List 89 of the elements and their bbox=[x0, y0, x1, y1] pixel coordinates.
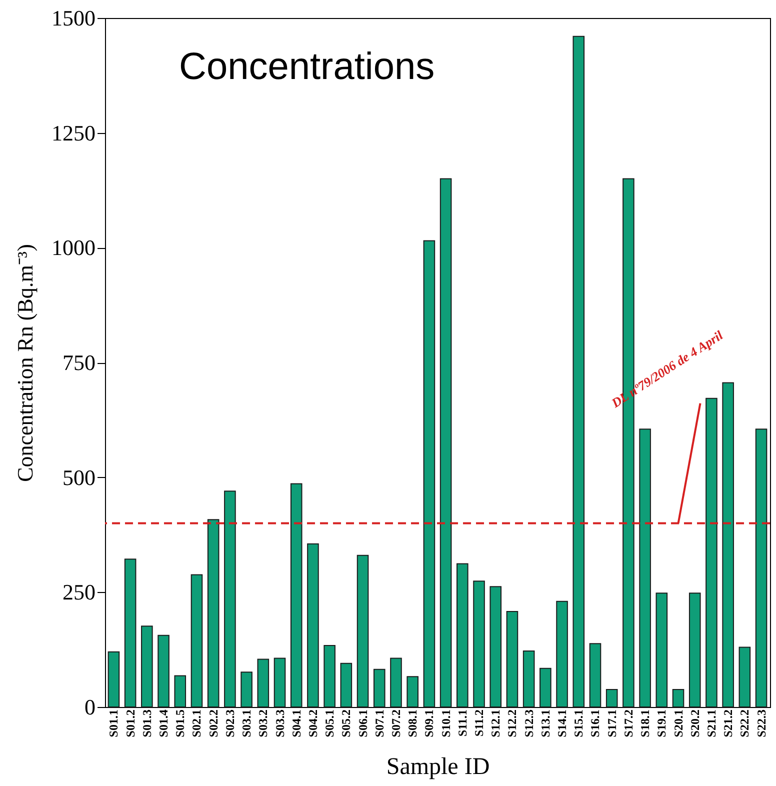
x-tick-label: S20.2 bbox=[688, 710, 702, 738]
y-tick-label: 250 bbox=[62, 580, 96, 605]
bar bbox=[307, 543, 319, 708]
bar bbox=[722, 382, 734, 708]
bar bbox=[406, 676, 418, 708]
bar bbox=[473, 580, 485, 708]
x-tick-label: S01.2 bbox=[123, 710, 138, 738]
x-tick-label: S01.4 bbox=[156, 710, 171, 738]
bar bbox=[440, 178, 452, 708]
bar bbox=[540, 668, 552, 708]
x-tick-label: S14.1 bbox=[555, 710, 570, 738]
y-tick-label: 0 bbox=[84, 694, 96, 720]
y-axis-title: Concentration Rn (Bq.m⁻³) bbox=[12, 244, 38, 482]
bar bbox=[572, 36, 585, 708]
x-tick-label: S01.1 bbox=[106, 710, 121, 738]
x-tick-label: S13.1 bbox=[538, 710, 552, 738]
bar bbox=[423, 240, 436, 708]
x-tick-label: S11.1 bbox=[455, 710, 470, 737]
bar bbox=[190, 574, 203, 708]
bar bbox=[290, 483, 302, 708]
bar bbox=[124, 558, 136, 708]
y-tick-label: 1250 bbox=[52, 120, 96, 146]
bar bbox=[340, 662, 352, 708]
x-tick-label: S03.2 bbox=[256, 710, 270, 738]
x-tick-label: S19.1 bbox=[654, 710, 669, 738]
x-tick-label: S10.1 bbox=[438, 710, 453, 738]
x-tick-label: S04.1 bbox=[289, 710, 304, 738]
bar bbox=[639, 428, 651, 708]
x-tick-label: S22.3 bbox=[754, 710, 768, 738]
x-tick-label: S12.1 bbox=[488, 710, 503, 738]
x-tick-label: S01.3 bbox=[140, 710, 154, 738]
x-axis-title: Sample ID bbox=[386, 754, 490, 780]
x-tick-label: S11.2 bbox=[472, 710, 486, 737]
bar bbox=[224, 490, 236, 708]
x-tick-label: S12.2 bbox=[505, 710, 520, 738]
x-tick-label: S05.2 bbox=[339, 710, 354, 738]
x-tick-label: S02.1 bbox=[190, 710, 204, 738]
x-tick-label: S02.3 bbox=[222, 710, 237, 738]
bar bbox=[141, 626, 153, 708]
bar bbox=[506, 610, 518, 708]
x-tick-label: S20.1 bbox=[671, 710, 686, 738]
bar bbox=[174, 675, 186, 708]
x-tick-label: S01.5 bbox=[173, 710, 188, 738]
x-tick-label: S21.1 bbox=[704, 710, 718, 738]
bar bbox=[257, 658, 270, 708]
bar bbox=[606, 689, 618, 708]
x-tick-label: S08.1 bbox=[406, 710, 420, 738]
bar bbox=[522, 650, 535, 708]
bar bbox=[373, 668, 386, 708]
x-tick-label: S22.2 bbox=[738, 710, 752, 738]
x-tick-label: S17.2 bbox=[621, 710, 636, 738]
y-tick-label: 1000 bbox=[52, 235, 96, 260]
x-tick-label: S18.1 bbox=[638, 710, 652, 738]
x-tick-label: S07.2 bbox=[388, 710, 403, 738]
bar bbox=[738, 646, 751, 708]
bar bbox=[456, 563, 468, 708]
x-tick-label: S09.1 bbox=[422, 710, 436, 738]
bar bbox=[274, 658, 286, 708]
text: Concentrations bbox=[179, 46, 435, 88]
bar bbox=[755, 428, 768, 708]
y-tick-label: 500 bbox=[62, 464, 96, 490]
x-tick-label: S05.1 bbox=[322, 710, 337, 738]
x-tick-label: S12.3 bbox=[522, 710, 536, 738]
x-tick-label: S06.1 bbox=[356, 710, 370, 738]
x-tick-label: S04.2 bbox=[306, 710, 320, 738]
bar bbox=[356, 554, 369, 708]
bar bbox=[672, 689, 684, 708]
bar bbox=[240, 672, 252, 708]
x-tick-label: S07.1 bbox=[372, 710, 386, 738]
bar bbox=[656, 592, 668, 708]
bar bbox=[556, 600, 568, 708]
y-tick-label: 1500 bbox=[52, 6, 96, 30]
x-tick-label: S03.1 bbox=[240, 710, 254, 738]
bar bbox=[158, 634, 170, 708]
bar bbox=[688, 592, 701, 708]
x-tick-label: S17.1 bbox=[604, 710, 619, 738]
x-tick-label: S21.2 bbox=[721, 710, 736, 738]
bar bbox=[490, 586, 502, 708]
x-tick-label: S02.2 bbox=[206, 710, 220, 738]
y-tick-label: 750 bbox=[62, 350, 96, 375]
bar bbox=[706, 398, 718, 708]
x-tick-label: S03.3 bbox=[272, 710, 287, 738]
bar bbox=[324, 644, 336, 708]
bar bbox=[589, 643, 602, 708]
bar bbox=[207, 519, 220, 708]
x-tick-label: S15.1 bbox=[572, 710, 586, 738]
x-tick-label: S16.1 bbox=[588, 710, 602, 738]
bar bbox=[390, 658, 402, 708]
bar bbox=[108, 651, 120, 708]
